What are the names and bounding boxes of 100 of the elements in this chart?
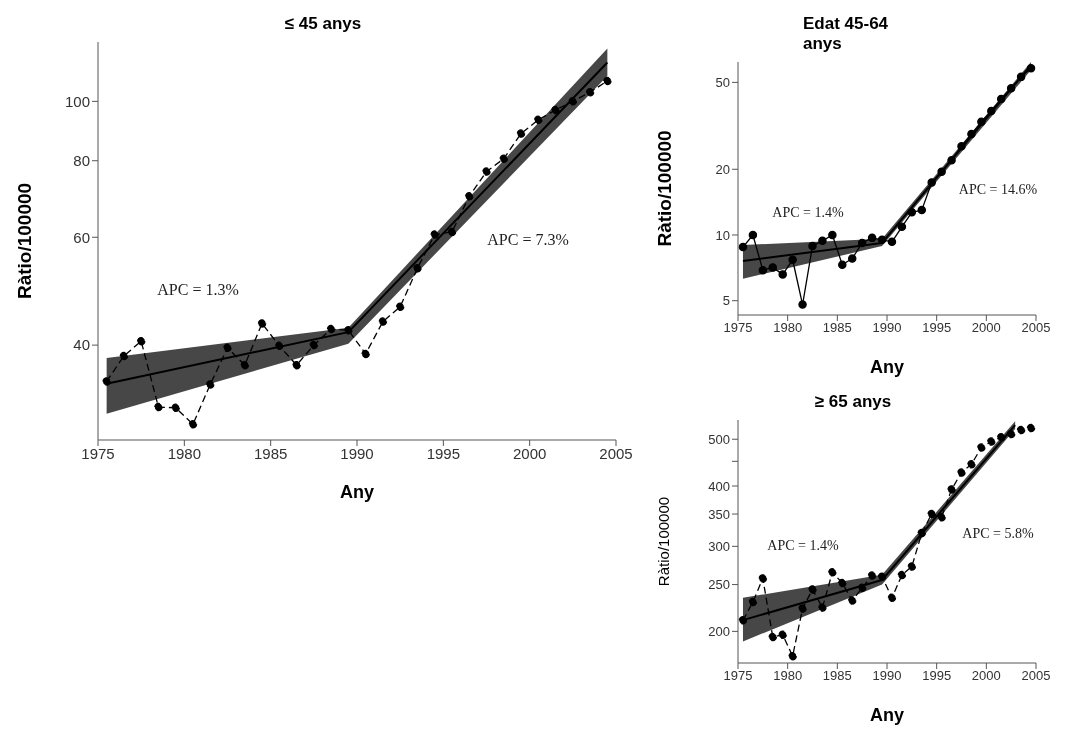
point [987,437,996,446]
point [395,302,405,312]
x-tick-label: 1995 [922,668,952,684]
x-tick-label: 1990 [872,668,902,684]
y-tick-label: 200 [708,623,730,639]
point [927,178,936,187]
point [838,260,847,270]
x-tick-label: 1980 [773,668,803,684]
point [847,596,857,605]
annotation: APC = 7.3% [487,231,569,249]
point [361,349,370,359]
x-tick-label: 2005 [1021,320,1051,336]
point [847,254,857,263]
point [917,528,927,538]
point [897,222,907,232]
point [1026,423,1036,433]
point [240,360,250,370]
x-tick-label: 1975 [723,668,753,684]
x-tick-label: 1985 [253,444,288,462]
point [758,265,768,275]
point [857,583,867,593]
point [748,597,758,607]
point [1006,429,1016,439]
point [957,141,966,151]
point [778,270,787,279]
point [808,241,817,251]
point [257,319,267,328]
x-tick-label: 1980 [167,444,202,462]
x-tick-label: 1990 [340,444,374,462]
x-axis-title: Any [339,482,375,502]
x-tick-label: 1985 [822,668,852,684]
point [768,632,778,642]
y-tick-label: 350 [708,506,730,522]
point [309,340,319,350]
point [188,420,198,429]
y-tick-label: 400 [708,478,730,494]
point [344,325,353,335]
point [223,343,232,353]
point [937,513,946,522]
annotation: APC = 1.4% [772,205,844,221]
annotation: APC = 5.8% [962,526,1034,542]
point [430,230,439,239]
point [996,94,1006,104]
point [977,117,986,127]
point [738,616,748,625]
x-tick-label: 1995 [922,320,952,336]
point [275,341,284,351]
point [758,574,768,583]
point [917,205,927,215]
point [857,238,867,248]
point [534,115,543,125]
y-axis-title: Ràtio/100000 [655,496,673,587]
x-axis-title: Any [869,357,905,377]
point [585,87,595,97]
y-tick-label: 5 [722,293,730,309]
y-tick-label: 250 [708,577,730,593]
x-tick-label: 2005 [599,444,633,462]
point [102,377,111,386]
point [897,570,907,580]
annotation: APC = 1.3% [157,281,239,299]
point [778,630,787,639]
point [828,568,837,577]
point [205,380,215,389]
point [551,105,560,115]
chart-title: ≥ 65 anys [814,392,892,412]
point [967,460,976,469]
point [482,167,491,176]
y-tick-label: 10 [715,227,730,243]
point [798,300,807,309]
x-tick-label: 2005 [1021,668,1051,684]
point [818,236,827,246]
y-tick-label: 500 [708,431,730,447]
point [413,264,422,273]
point [119,351,129,361]
point [877,235,887,245]
y-axis-title: Ràtio/100000 [13,182,35,300]
point [136,336,146,346]
point [838,578,847,588]
point [808,585,817,594]
point [378,317,388,326]
x-tick-label: 1975 [723,320,753,336]
point [907,562,917,571]
point [967,129,976,139]
point [957,468,966,477]
y-tick-label: 80 [73,152,90,170]
point [1016,72,1026,82]
point [326,324,336,334]
point [603,76,612,86]
x-tick-label: 1990 [872,320,902,336]
chart-title: Edat 45-64 anys [802,14,890,54]
chart-title: ≤ 45 anys [284,14,362,34]
x-tick-label: 2000 [512,444,547,462]
point [788,651,797,661]
point [1016,425,1026,435]
annotation: APC = 1.4% [767,538,839,554]
point [748,230,758,240]
point [568,97,578,106]
point [292,360,301,370]
y-tick-label: 100 [64,92,90,110]
x-tick-label: 1975 [81,444,115,462]
